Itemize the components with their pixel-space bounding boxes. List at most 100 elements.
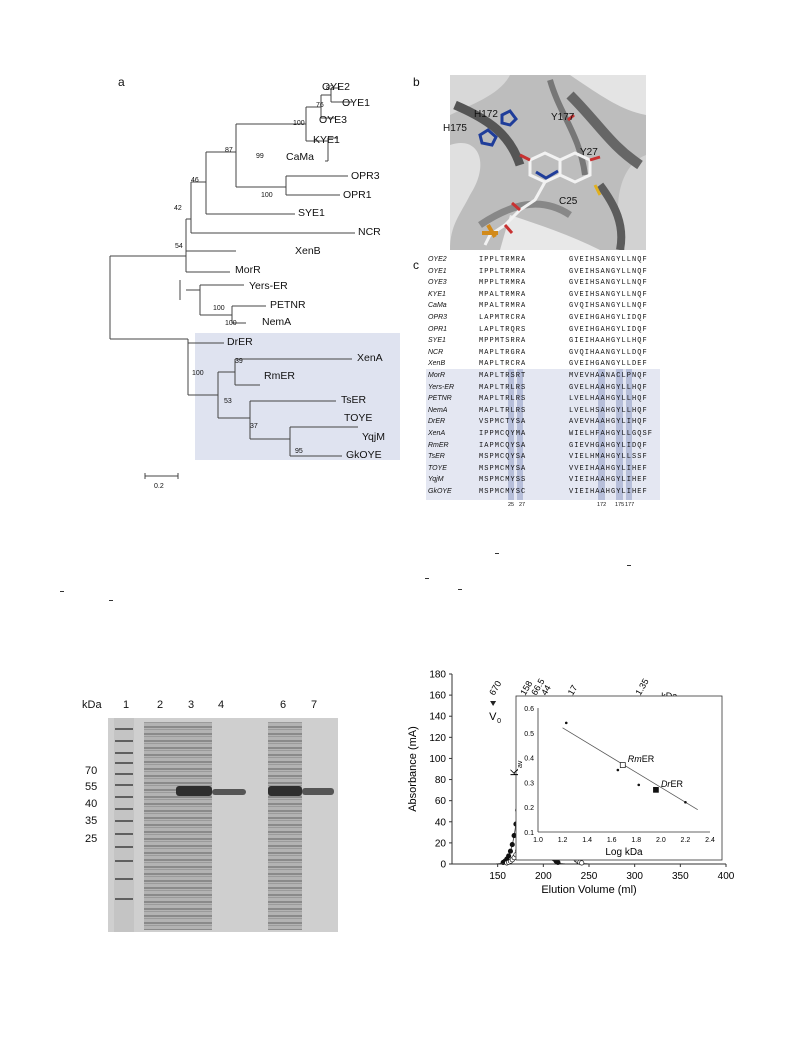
inset-x-tick-label: 1.8: [631, 837, 641, 844]
alignment-motif-2: GIEIHAAHGYLLHQF: [569, 337, 648, 346]
inset-sample-label-rest: ER: [642, 754, 655, 764]
inset-y-tick-label: 0.1: [524, 830, 534, 837]
tree-taxon-label: PETNR: [270, 299, 306, 311]
artifact-dash: [627, 565, 631, 566]
alignment-species-name: Yers-ER: [428, 383, 455, 391]
tree-bootstrap-value: 95: [295, 448, 303, 455]
inset-x-tick-label: 1.6: [607, 837, 617, 844]
y-tick-label: 0: [440, 860, 446, 871]
inset-x-tick-label: 1.0: [533, 837, 543, 844]
y-tick-label: 160: [429, 691, 446, 702]
alignment-motif-2: LVELHSAHGYLLHQF: [569, 406, 648, 415]
elution-point: [579, 860, 585, 866]
alignment-motif-1: MAPLTRLRS: [479, 395, 527, 404]
x-tick-label: 300: [626, 871, 643, 882]
alignment-motif-2: GIEVHGAHGYLIDQF: [569, 441, 648, 450]
alignment-position-number: 27: [519, 502, 526, 508]
alignment-species-name: OPR1: [428, 325, 448, 333]
alignment-motif-1: MAPLTRLRS: [479, 406, 527, 415]
alignment-motif-1: MAPLTRCRA: [479, 360, 527, 369]
panel-a-label: a: [118, 75, 125, 89]
x-tick-label: 250: [581, 871, 598, 882]
gel-marker-size: 40: [85, 798, 98, 810]
y-tick-label: 60: [435, 796, 447, 807]
alignment-species-name: DrER: [428, 418, 446, 426]
inset-sample-label-italic: Dr: [661, 779, 671, 789]
tree-bootstrap-value: 100: [192, 370, 204, 377]
alignment-motif-2: GVEIHSANGYLLNQF: [569, 279, 648, 288]
alignment-species-name: TsER: [428, 453, 445, 461]
artifact-dash: [109, 600, 113, 601]
x-tick-label: 200: [535, 871, 552, 882]
inset-y-tick-label: 0.2: [524, 805, 534, 812]
alignment-species-name: OPR3: [428, 314, 448, 321]
y-tick-label: 180: [429, 670, 446, 681]
alignment-position-number: 177: [625, 502, 635, 508]
inset-sample-label-italic: Rm: [628, 754, 642, 764]
tree-taxon-label: OPR1: [343, 189, 372, 201]
alignment-motif-1: MAPLTRSRT: [479, 372, 527, 380]
tree-bootstrap-value: 76: [316, 102, 324, 109]
alignment-motif-1: IPPLTRMRA: [479, 256, 527, 264]
residue-label: H172: [474, 109, 498, 120]
alignment-motif-2: GVQIHAANGYLLDQF: [569, 348, 648, 357]
alignment-species-name: OYE2: [428, 256, 447, 263]
tree-taxon-label: KYE1: [313, 134, 340, 146]
alignment-motif-2: GVEIHGAHGYLIDQF: [569, 314, 648, 322]
inset-sample-label: RmER: [628, 754, 655, 764]
alignment-species-name: OYE3: [428, 279, 447, 287]
x-axis-title: Elution Volume (ml): [541, 884, 636, 896]
inset-sample-point: [619, 762, 626, 768]
tree-taxon-label: NemA: [262, 316, 292, 328]
tree-bootstrap-value: 100: [213, 305, 225, 312]
alignment-motif-1: MPPMTSRRA: [479, 337, 527, 346]
alignment-highlights: [426, 369, 660, 500]
alignment-species-name: YqjM: [428, 476, 444, 484]
tree-bootstrap-value: 82: [326, 85, 334, 92]
residue-label: Y177: [551, 112, 575, 123]
alignment-motif-2: GVELHAAHGYLLHQF: [569, 383, 648, 392]
alignment-species-name: XenB: [428, 360, 446, 368]
alignment-species-name: CaMa: [428, 302, 447, 310]
tree-taxon-label: TOYE: [344, 412, 373, 424]
gel-lane-number: 2: [157, 699, 164, 711]
inset-sample-label: DrER: [661, 779, 684, 789]
tree-taxon-label: NCR: [358, 226, 381, 238]
artifact-dash: [458, 589, 462, 590]
tree-taxon-label: OYE2: [322, 81, 351, 93]
alignment-motif-2: GVEIHGANGYLLDEF: [569, 360, 648, 369]
tree-taxon-label: MorR: [235, 264, 261, 276]
y-tick-label: 140: [429, 712, 446, 723]
standard-mass-label: 1.35: [633, 677, 650, 697]
alignment-motif-2: VVEIHAAHGYLIHEF: [569, 464, 648, 473]
alignment-position-number: 172: [597, 502, 607, 508]
alignment-species-name: RmER: [428, 441, 449, 449]
alignment-motif-1: MPPLTRMRA: [479, 279, 527, 288]
elution-point: [507, 848, 514, 854]
inset-x-tick-label: 2.4: [705, 837, 715, 844]
artifact-dash: [495, 553, 499, 554]
alignment-motif-1: IAPMCQYSA: [479, 441, 527, 450]
tree-bootstrap-value: 37: [250, 423, 258, 430]
tree-taxon-label: DrER: [227, 336, 253, 348]
gel-marker-size: 25: [85, 833, 98, 845]
tree-bootstrap-value: 100: [261, 192, 273, 199]
alignment-motif-2: AVEVHAAHGYLIHQF: [569, 418, 648, 427]
sds-page-gel-image: [108, 718, 338, 932]
inset-fit-line: [562, 727, 698, 811]
inset-x-tick-label: 1.2: [558, 837, 568, 844]
alignment-motif-1: MPALTRMRA: [479, 290, 527, 299]
inset-y-tick-label: 0.4: [524, 756, 534, 763]
inset-standard-point: [684, 800, 687, 804]
gel-kda-label: kDa: [82, 699, 102, 711]
alignment-motif-2: GVEIHSANGYLLNQF: [569, 290, 648, 299]
inset-standard-point: [616, 768, 620, 772]
alignment-motif-2: WIELHFAHGYLLGQSF: [569, 430, 654, 438]
alignment-motif-2: MVEVHAANACLPNQF: [569, 372, 648, 380]
standard-mass-label: 17: [566, 683, 580, 697]
alignment-species-name: KYE1: [428, 290, 446, 298]
artifact-dash: [425, 578, 429, 579]
panel-b-label: b: [413, 75, 420, 89]
tree-bootstrap-value: 100: [293, 120, 305, 127]
tree-taxon-label: YqjM: [362, 431, 385, 443]
